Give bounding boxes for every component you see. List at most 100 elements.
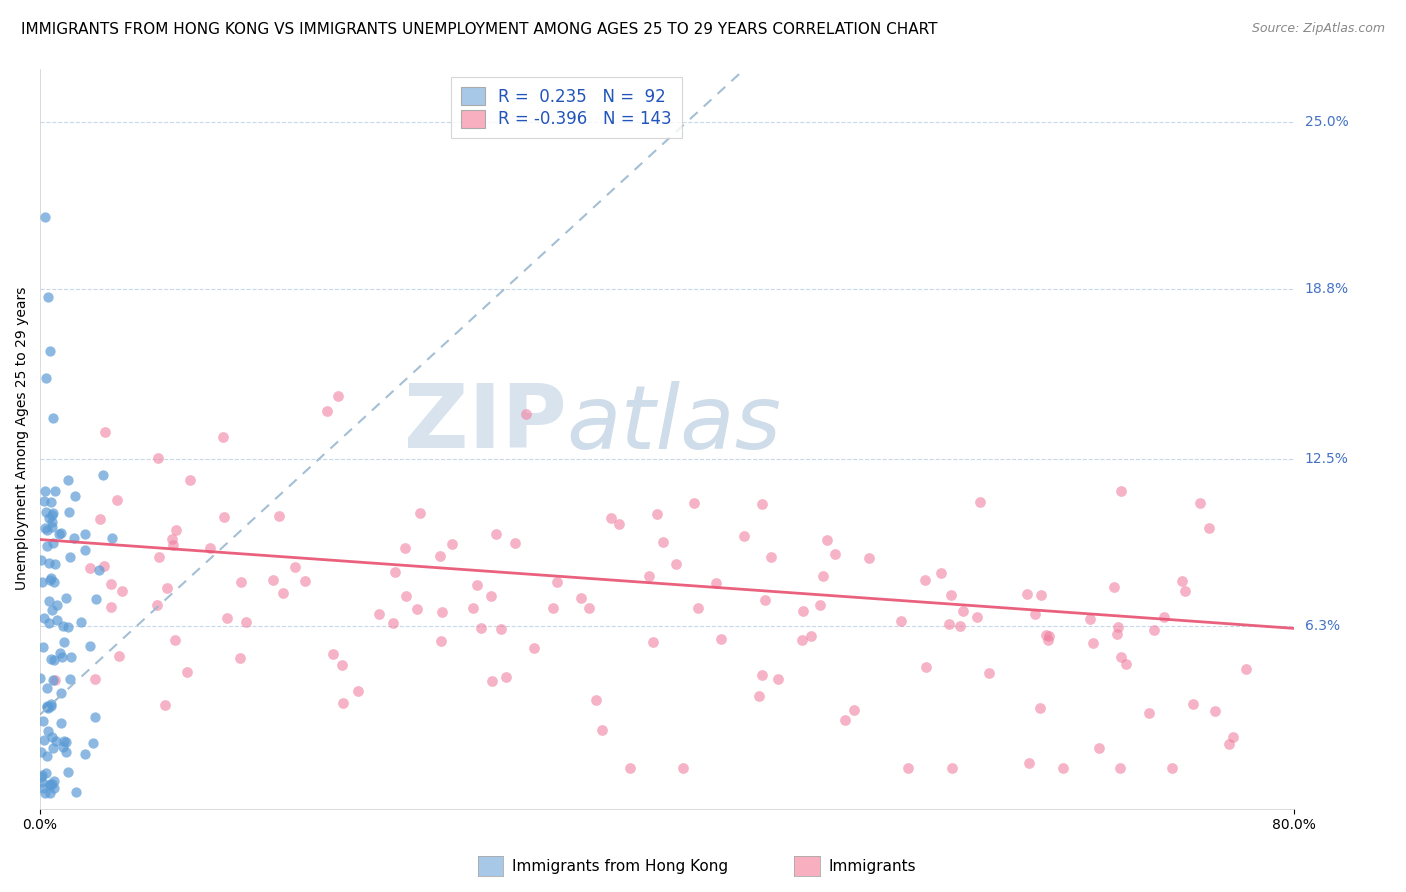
Point [59,550,82,565]
Point [55,735,77,749]
Point [790,633,813,648]
Point [754,593,776,607]
Y-axis label: Unemployment Among Ages 25 to 29 years: Unemployment Among Ages 25 to 29 years [15,287,30,591]
Point [541,601,564,615]
Point [55,591,77,606]
Point [73,527,96,541]
Point [42,780,65,795]
Point [165,632,187,647]
Point [1161,761,1184,775]
Text: 25.0%: 25.0% [1305,115,1348,129]
Point [63,489,86,503]
Point [49,646,72,660]
Point [672,761,695,775]
Point [231,575,253,590]
Point [262,573,284,587]
Point [429,549,451,563]
Point [53,634,76,648]
Point [51,619,73,633]
Point [35,749,58,764]
Text: 12.5%: 12.5% [1305,451,1348,466]
Point [704,575,727,590]
Point [1198,521,1220,535]
Point [515,407,537,421]
Point [465,578,488,592]
Point [37,700,59,714]
Point [1111,650,1133,665]
Point [30,672,52,686]
Point [84,672,107,686]
Point [330,658,353,673]
Point [751,497,773,511]
Point [91,467,114,482]
Point [179,473,201,487]
Point [162,538,184,552]
Point [58,620,80,634]
Point [643,635,665,649]
Point [41,777,63,791]
Point [37,290,59,304]
Point [1029,588,1052,602]
Point [546,574,568,589]
Point [569,591,592,606]
Point [1171,574,1194,589]
Point [31,780,53,795]
Point [645,507,668,521]
Point [41,602,63,616]
Point [1017,587,1039,601]
Point [39,778,62,792]
Point [1222,731,1244,745]
Point [938,616,960,631]
Point [31,767,53,781]
Point [792,604,814,618]
Point [215,611,238,625]
Point [49,715,72,730]
Point [108,648,131,663]
Point [229,651,252,665]
Text: atlas: atlas [567,381,782,467]
Point [1204,704,1226,718]
Point [503,536,526,550]
Point [897,761,920,775]
Point [93,559,115,574]
Point [271,586,294,600]
Point [495,670,517,684]
Point [46,613,69,627]
Point [652,534,675,549]
Point [1102,580,1125,594]
Point [41,507,63,521]
Point [952,604,974,618]
Text: Immigrants: Immigrants [828,859,915,873]
Point [607,516,630,531]
Point [405,601,427,615]
Text: ZIP: ZIP [404,380,567,467]
Point [148,549,170,564]
Point [585,692,607,706]
Point [1038,629,1060,643]
Point [38,616,60,631]
Point [37,724,59,739]
Point [35,681,58,696]
Point [949,619,972,633]
Text: Source: ZipAtlas.com: Source: ZipAtlas.com [1251,22,1385,36]
Point [211,430,233,444]
Point [481,673,503,688]
Point [41,515,63,529]
Point [808,598,831,612]
Point [322,647,344,661]
Point [1182,697,1205,711]
Point [1189,496,1212,510]
Point [101,531,124,545]
Point [153,698,176,712]
Point [890,615,912,629]
Point [46,598,69,612]
Point [34,484,56,499]
Point [37,699,59,714]
Point [30,745,52,759]
Point [1174,584,1197,599]
Point [461,601,484,615]
Point [842,703,865,717]
Point [100,599,122,614]
Point [56,765,79,780]
Point [146,450,169,465]
